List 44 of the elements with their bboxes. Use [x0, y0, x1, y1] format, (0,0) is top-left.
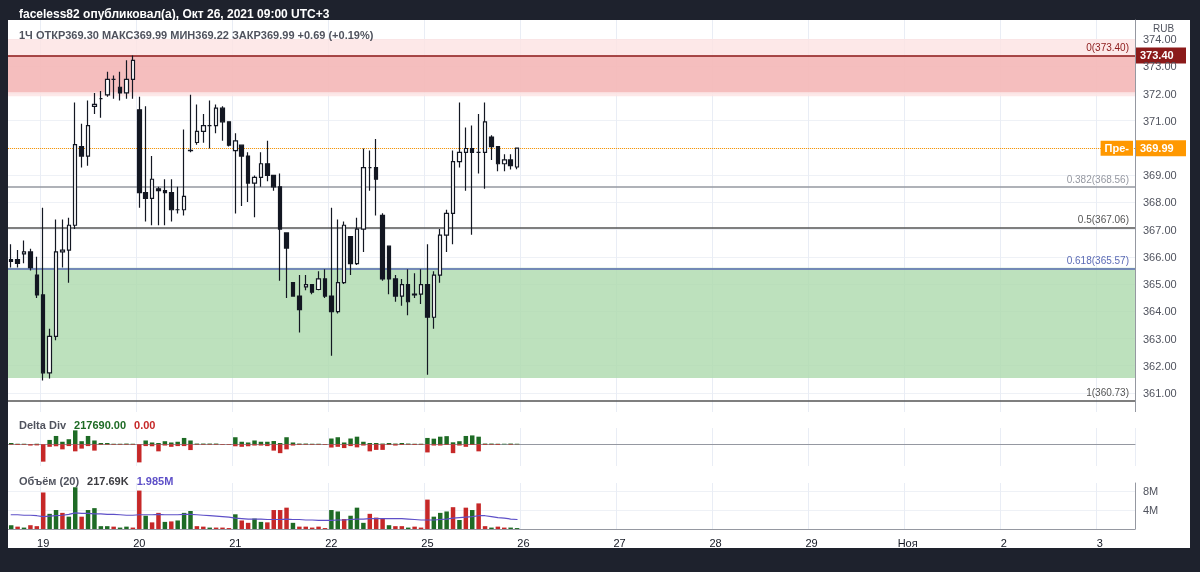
x-tick-label: 22 — [325, 536, 338, 549]
chart-title: Объём (20) — [19, 474, 80, 487]
y-axis-title: RUB — [1153, 22, 1175, 34]
x-tick-label: 3 — [1096, 536, 1103, 549]
y-tick-label: 373.00 — [1143, 60, 1177, 73]
x-tick-label: 21 — [229, 536, 242, 549]
chart-title: Delta Div — [19, 418, 67, 431]
x-tick-label: 28 — [709, 536, 722, 549]
y-tick-label: 371.00 — [1143, 114, 1177, 127]
annotation: 0.00 — [134, 418, 156, 431]
y-tick-label: 363.00 — [1143, 332, 1177, 345]
y-tick-label: 366.00 — [1143, 250, 1177, 263]
y-tick-label: 361.00 — [1143, 386, 1177, 399]
y-tick-label: 364.00 — [1143, 305, 1177, 318]
annotation: 1.985M — [136, 474, 174, 487]
ref-line-label: 0(373.40) — [1086, 41, 1129, 53]
x-tick-label: 19 — [37, 536, 50, 549]
y-tick-label: 369.00 — [1143, 169, 1177, 182]
x-tick-label: 26 — [517, 536, 530, 549]
x-tick-label: 29 — [805, 536, 818, 549]
x-tick-label: 27 — [613, 536, 626, 549]
annotation: 217690.00 — [74, 418, 127, 431]
y-tick-label: 4M — [1143, 504, 1159, 517]
y-tick-label: 8M — [1143, 485, 1159, 498]
x-tick-label: 20 — [133, 536, 146, 549]
y-tick-label: 374.00 — [1143, 33, 1177, 46]
x-tick-label: 2 — [1000, 536, 1007, 549]
chart-subtitle: faceless82 опубликовал(а), Окт 26, 2021 09:00 UTC+3 — [19, 7, 330, 21]
y-tick-label: 365.00 — [1143, 278, 1177, 291]
ref-line-label: 0.5(367.06) — [1077, 214, 1129, 226]
y-tick-label: 372.00 — [1143, 87, 1177, 100]
ref-line-label: Пре- — [1104, 142, 1130, 155]
ref-line-label: 0.382(368.56) — [1066, 173, 1129, 185]
annotation: 217.69K — [87, 474, 129, 487]
y-tick-label: 367.00 — [1143, 223, 1177, 236]
text: 369.99 — [1140, 141, 1174, 154]
y-tick-label: 368.00 — [1143, 196, 1177, 209]
text: 1Ч ОТКР369.30 МАКС369.99 МИН369.22 ЗАКР369.99 +0.69 (+0.19%) — [19, 28, 374, 41]
ref-line-label: 1(360.73) — [1086, 386, 1129, 398]
x-tick-label: 25 — [421, 536, 434, 549]
y-tick-label: 362.00 — [1143, 359, 1177, 372]
ref-line-label: 0.618(365.57) — [1066, 255, 1129, 267]
x-tick-label: Ноя — [897, 536, 918, 549]
text: 373.40 — [1140, 48, 1174, 61]
